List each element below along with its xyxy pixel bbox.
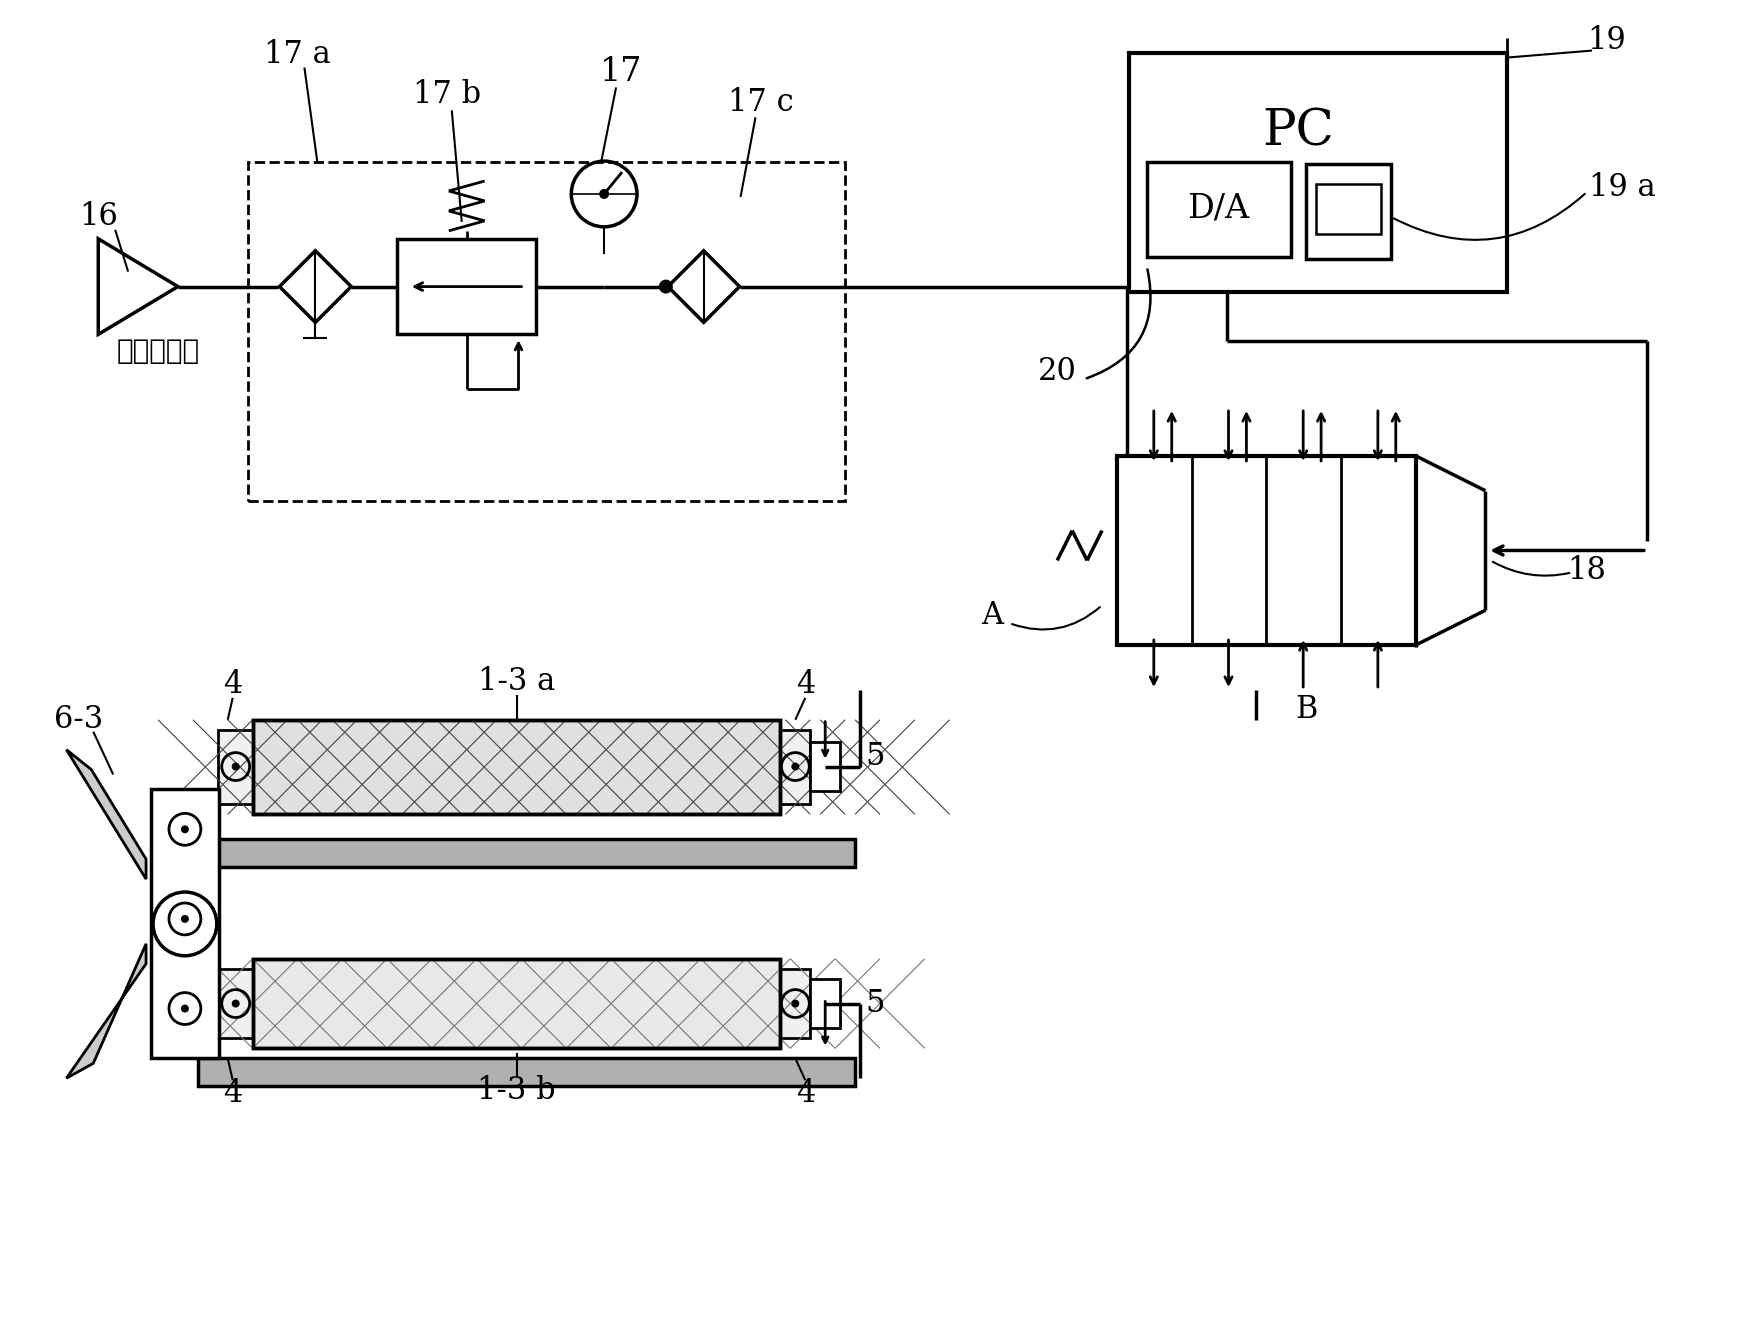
Circle shape: [182, 826, 189, 833]
Text: 17: 17: [600, 57, 642, 89]
Bar: [218, 968, 253, 1039]
Circle shape: [792, 1000, 799, 1008]
Text: 空气圧力源: 空气圧力源: [117, 337, 199, 365]
Text: 4: 4: [795, 669, 815, 700]
Circle shape: [792, 762, 799, 770]
Bar: [198, 1058, 855, 1086]
Text: PC: PC: [1262, 107, 1334, 157]
Text: 4: 4: [224, 1078, 243, 1109]
Text: 1-3 b: 1-3 b: [477, 1074, 556, 1106]
Bar: [1147, 163, 1292, 257]
Text: 5: 5: [865, 988, 884, 1019]
Text: D/A: D/A: [1187, 193, 1250, 225]
Text: 20: 20: [1038, 356, 1077, 386]
Circle shape: [659, 279, 673, 294]
Polygon shape: [66, 750, 147, 878]
Text: B: B: [1295, 695, 1318, 725]
Bar: [198, 839, 855, 867]
Bar: [253, 720, 780, 815]
Text: 17 a: 17 a: [264, 40, 330, 70]
Bar: [1306, 164, 1391, 259]
Circle shape: [232, 1000, 239, 1008]
Bar: [1129, 53, 1507, 291]
Bar: [811, 742, 841, 791]
Bar: [248, 163, 844, 500]
Bar: [218, 730, 253, 804]
Text: 17 b: 17 b: [413, 79, 481, 110]
Circle shape: [182, 1004, 189, 1012]
Bar: [253, 959, 780, 1048]
Circle shape: [232, 762, 239, 770]
Circle shape: [182, 916, 189, 923]
Bar: [811, 979, 841, 1028]
Text: 17 c: 17 c: [727, 87, 794, 118]
Bar: [780, 968, 811, 1039]
Circle shape: [600, 189, 608, 198]
Bar: [780, 730, 811, 804]
Bar: [397, 238, 537, 335]
Text: 18: 18: [1568, 554, 1606, 586]
Text: A: A: [981, 599, 1003, 631]
Text: 5: 5: [865, 741, 884, 773]
Text: 16: 16: [79, 201, 117, 233]
Bar: [150, 790, 218, 1058]
Text: 19 a: 19 a: [1589, 172, 1655, 202]
Bar: [253, 720, 780, 815]
Text: 6-3: 6-3: [54, 704, 103, 736]
Bar: [1117, 456, 1416, 646]
Text: 4: 4: [224, 669, 243, 700]
Bar: [1316, 184, 1381, 234]
Text: 19: 19: [1587, 25, 1626, 56]
Text: 1-3 a: 1-3 a: [477, 667, 556, 697]
Text: 4: 4: [795, 1078, 815, 1109]
Polygon shape: [66, 943, 147, 1078]
Bar: [253, 959, 780, 1048]
